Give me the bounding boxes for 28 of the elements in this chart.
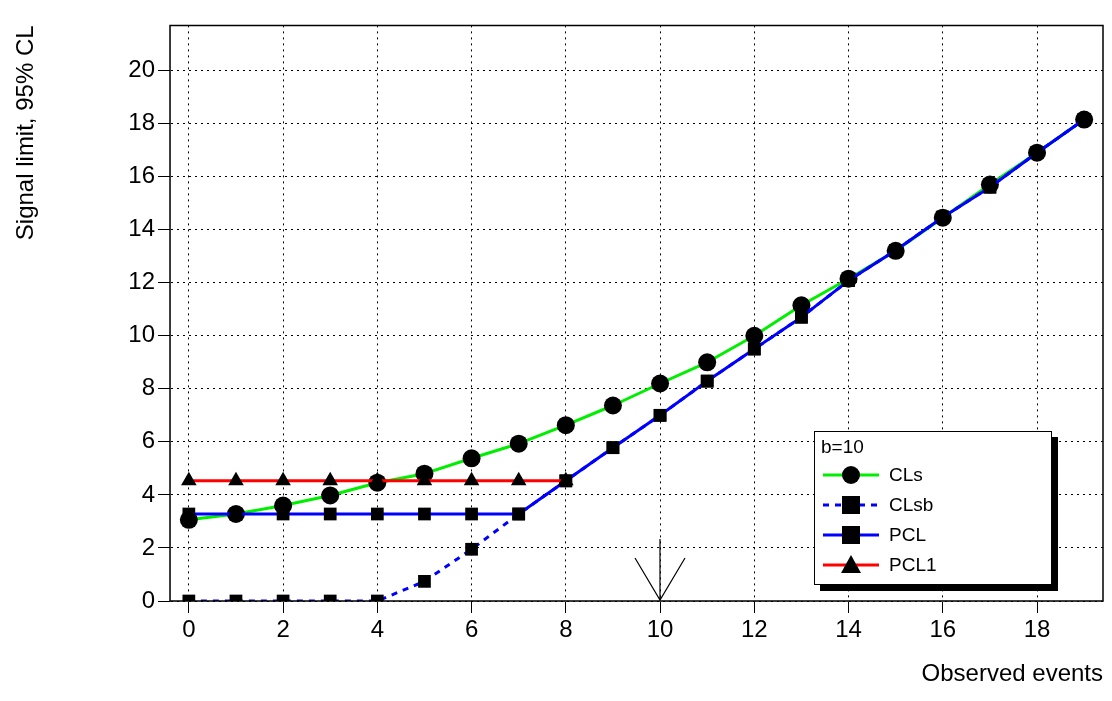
legend-label: CLsb <box>889 494 934 516</box>
y-axis-title: Signal limit, 95% CL <box>11 25 39 241</box>
y-tick-label: 2 <box>141 532 155 560</box>
x-tick-label: 4 <box>370 615 385 643</box>
legend-label: PCL <box>889 524 926 546</box>
legend-label: PCL1 <box>889 554 937 576</box>
legend-title: b=10 <box>821 436 865 458</box>
x-axis-title: Observed events <box>921 659 1103 687</box>
x-tick-label: 18 <box>1023 615 1051 643</box>
y-tick-label: 14 <box>128 214 155 242</box>
x-tick-label: 10 <box>646 615 674 643</box>
x-tick-label: 14 <box>835 615 862 643</box>
y-tick-label: 12 <box>128 267 155 295</box>
y-tick-label: 10 <box>128 320 155 348</box>
x-tick-label: 2 <box>276 615 290 643</box>
x-tick-label: 12 <box>740 615 768 643</box>
y-tick-label: 8 <box>141 373 155 401</box>
x-tick-label: 16 <box>929 615 957 643</box>
x-tick-label: 0 <box>182 615 196 643</box>
y-tick-label: 20 <box>128 55 155 83</box>
y-tick-label: 4 <box>141 479 155 507</box>
y-tick-label: 18 <box>128 108 155 136</box>
y-tick-label: 0 <box>141 585 155 613</box>
x-tick-label: 8 <box>559 615 573 643</box>
y-tick-label: 16 <box>128 161 155 189</box>
legend-label: CLs <box>889 464 923 486</box>
x-tick-label: 6 <box>464 615 479 643</box>
y-tick-label: 6 <box>141 426 155 454</box>
